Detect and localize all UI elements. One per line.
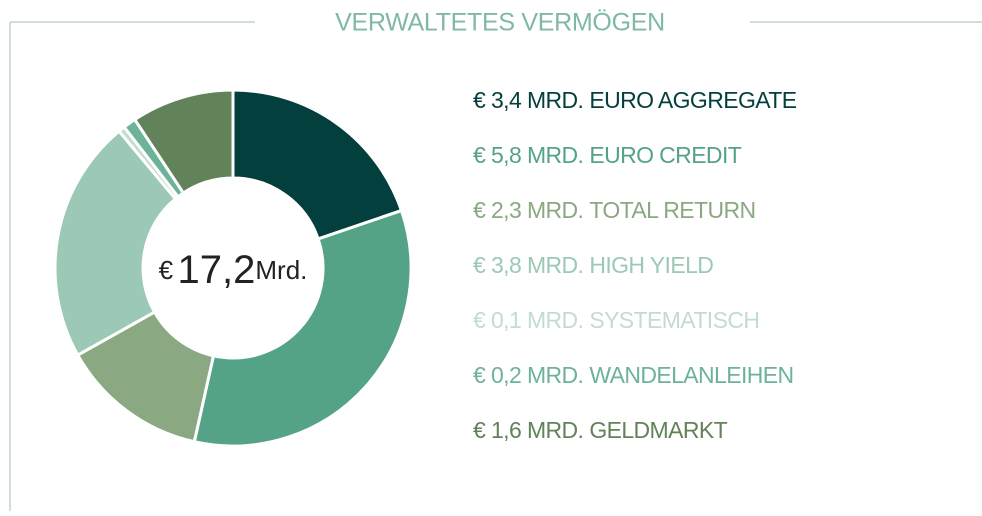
total-unit: Mrd.: [255, 255, 307, 285]
legend-label: HIGH YIELD: [589, 252, 713, 278]
legend-value: € 0,2 MRD.: [473, 362, 583, 388]
legend-label: TOTAL RETURN: [589, 197, 755, 223]
legend-label: EURO CREDIT: [589, 142, 741, 168]
legend-value: € 1,6 MRD.: [473, 417, 583, 443]
legend-value: € 3,8 MRD.: [473, 252, 583, 278]
legend-entry: € 3,4 MRD. EURO AGGREGATE: [473, 87, 797, 113]
slice: [231, 88, 404, 241]
slice: [53, 129, 178, 358]
legend-value: € 5,8 MRD.: [473, 142, 583, 168]
donut: [53, 88, 413, 448]
legend-entry: € 2,3 MRD. TOTAL RETURN: [473, 197, 756, 223]
legend-entry: € 0,2 MRD. WANDELANLEIHEN: [473, 362, 794, 388]
legend-entry: € 1,6 MRD. GELDMARKT: [473, 417, 728, 443]
slice: [132, 88, 235, 196]
total-currency: €: [159, 255, 174, 285]
legend-entry: € 5,8 MRD. EURO CREDIT: [473, 142, 742, 168]
legend-entry: € 0,1 MRD. SYSTEMATISCH: [473, 307, 759, 333]
legend-value: € 0,1 MRD.: [473, 307, 583, 333]
legend-label: EURO AGGREGATE: [589, 87, 796, 113]
chart-title: VERWALTETES VERMÖGEN: [335, 9, 665, 37]
legend-entry: € 3,8 MRD. HIGH YIELD: [473, 252, 713, 278]
legend-value: € 2,3 MRD.: [473, 197, 583, 223]
legend: € 3,4 MRD. EURO AGGREGATE € 5,8 MRD. EURO C…: [473, 87, 797, 443]
center-total: € 17,2Mrd.: [159, 248, 308, 292]
legend-label: GELDMARKT: [589, 417, 727, 443]
total-value: 17,2: [178, 248, 256, 292]
legend-label: WANDELANLEIHEN: [589, 362, 793, 388]
slice: [192, 208, 413, 448]
legend-label: SYSTEMATISCH: [589, 307, 759, 333]
legend-value: € 3,4 MRD.: [473, 87, 583, 113]
